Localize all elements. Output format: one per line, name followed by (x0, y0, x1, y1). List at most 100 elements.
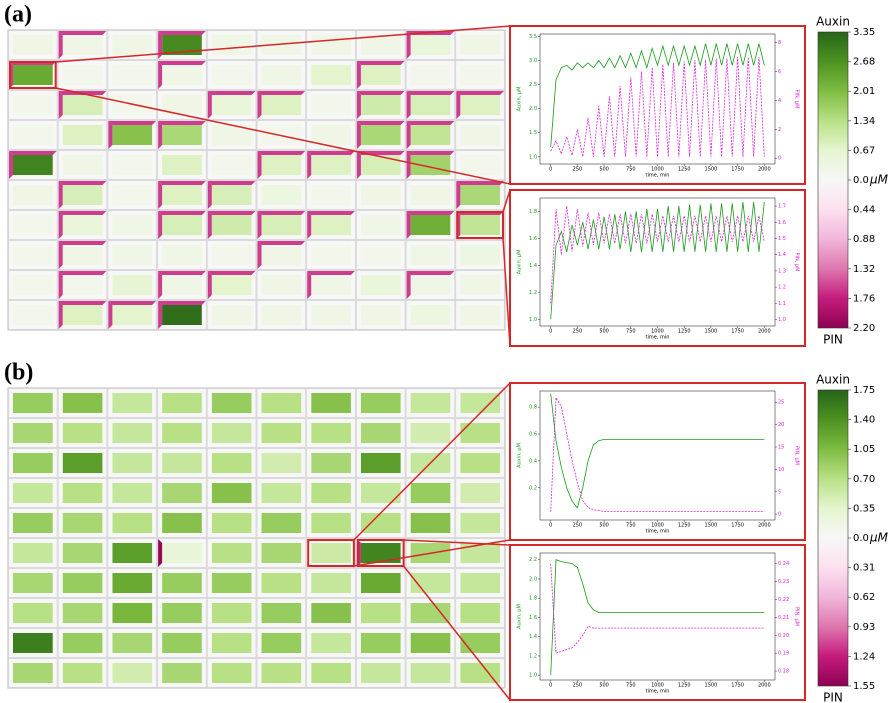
pin-membrane (307, 61, 312, 89)
pin-membrane (58, 539, 63, 567)
pin-membrane (356, 271, 361, 299)
cell (360, 125, 401, 145)
cell (360, 155, 401, 175)
pin-membrane (9, 301, 57, 305)
cell (460, 215, 500, 235)
pin-membrane (406, 211, 455, 215)
pin-membrane (406, 91, 455, 95)
x-tick-label: 750 (626, 167, 636, 173)
y-axis-label: Auxin, μM (517, 604, 523, 629)
colorbar-tick-label: 0.0 (853, 175, 869, 186)
cell (360, 95, 401, 115)
cell (13, 215, 53, 235)
pin-membrane (9, 301, 13, 329)
pin-membrane (356, 181, 361, 209)
pin-membrane (456, 539, 461, 567)
cell (13, 275, 53, 295)
cell (211, 483, 252, 503)
pin-membrane (207, 91, 256, 95)
cell (311, 573, 351, 593)
pin-membrane (158, 151, 163, 179)
cell (13, 453, 53, 473)
cell (261, 155, 302, 175)
colorbar-tick-label: 0.70 (853, 474, 875, 485)
pin-membrane (108, 151, 157, 155)
colorbar-tick-label: 1.55 (853, 681, 875, 692)
pin-membrane (406, 659, 411, 687)
zoom-line (403, 539, 511, 546)
cell (261, 663, 302, 683)
colorbar-bottom-label: PIN (823, 691, 843, 703)
pin-membrane (108, 479, 113, 507)
pin-membrane (207, 31, 256, 35)
pin-membrane (58, 91, 63, 119)
pin-membrane (158, 271, 206, 275)
pin-membrane (456, 301, 461, 329)
cell (62, 393, 103, 413)
colorbar-tick-label: 0.31 (853, 563, 875, 574)
colorbar-tick-label: 1.34 (853, 116, 875, 127)
cell (62, 155, 103, 175)
cell (13, 573, 53, 593)
y2-tick-label: 1.1 (778, 301, 786, 307)
pin-membrane (356, 271, 405, 275)
pin-membrane (158, 31, 206, 35)
y2-tick-label: 15 (778, 444, 784, 450)
pin-membrane (207, 211, 256, 215)
cell (211, 633, 252, 653)
pin-membrane (456, 659, 461, 687)
cell (360, 573, 401, 593)
pin-membrane (356, 629, 361, 657)
pin-membrane (307, 419, 312, 447)
pin-membrane (456, 121, 504, 125)
cell (162, 573, 202, 593)
pin-membrane (108, 211, 157, 215)
y2-tick-label: 0.21 (778, 615, 789, 621)
pin-membrane (257, 241, 262, 269)
colorbar-top-label: Auxin (816, 373, 850, 387)
y-tick-label: 2.2 (529, 557, 537, 563)
cell (211, 423, 252, 443)
pin-membrane (456, 31, 461, 59)
cell (62, 543, 103, 563)
pin-membrane (356, 509, 361, 537)
cell (162, 245, 202, 265)
cell (112, 663, 153, 683)
y-tick-label: 1.0 (529, 673, 537, 679)
pin-membrane (158, 91, 206, 95)
cell (112, 155, 153, 175)
pin-membrane (257, 211, 306, 215)
cell (211, 305, 252, 325)
x-axis-label: time, min (646, 173, 670, 179)
pin-membrane (456, 389, 461, 417)
y-tick-label: 0.8 (529, 405, 537, 411)
highlight (307, 539, 355, 567)
pin-membrane (356, 241, 361, 269)
cell (162, 483, 202, 503)
series-line (550, 206, 765, 304)
cell (460, 543, 500, 563)
cell (162, 513, 202, 533)
pin-membrane (9, 241, 57, 245)
cell (460, 393, 500, 413)
pin-membrane (406, 301, 455, 305)
cell (360, 245, 401, 265)
y2-tick-label: 0.19 (778, 651, 789, 657)
y-tick-label: 1.2 (529, 653, 537, 659)
y2-tick-label: 20 (778, 422, 784, 428)
pin-membrane (307, 569, 312, 597)
pin-membrane (9, 539, 13, 567)
cell (112, 125, 153, 145)
pin-membrane (456, 151, 504, 155)
pin-membrane (257, 659, 262, 687)
pin-membrane (257, 31, 306, 35)
cell (311, 215, 351, 235)
cell (311, 35, 351, 55)
pin-membrane (356, 599, 361, 627)
cell (261, 305, 302, 325)
y-tick-label: 1.8 (529, 596, 537, 602)
cell (62, 573, 103, 593)
zoom-line (55, 87, 511, 185)
pin-membrane (456, 61, 504, 65)
x-tick-label: 1750 (731, 523, 744, 529)
